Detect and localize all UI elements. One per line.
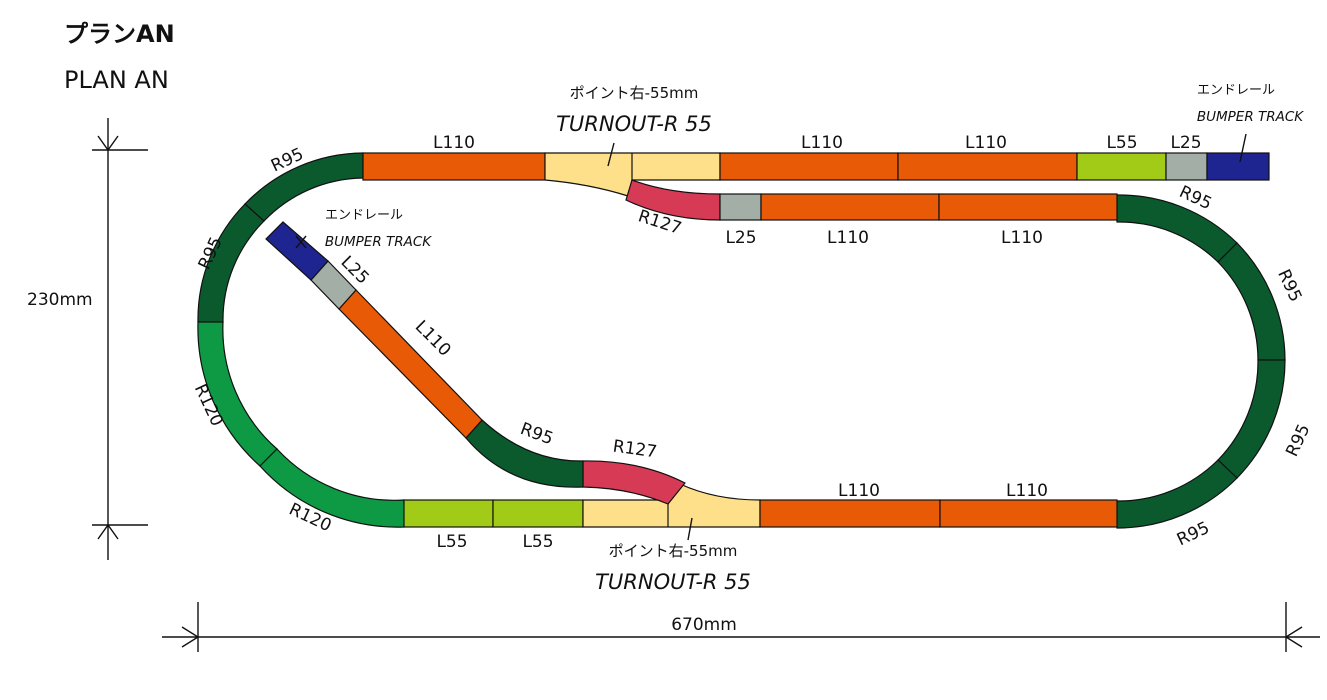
title-jp: プランAN <box>64 20 175 48</box>
track-bottom-l110-2 <box>939 499 1118 528</box>
label-r95-right-3: R95 <box>1282 421 1314 460</box>
label-bottom-l110-2: L110 <box>1006 481 1048 501</box>
track-r95-diagonal <box>465 419 584 488</box>
dimension-width: 670mm <box>671 615 737 635</box>
label-second-l110-2: L110 <box>1001 228 1043 248</box>
label-r95-diagonal: R95 <box>517 419 555 449</box>
track-top-l55 <box>1076 152 1167 181</box>
label-turnout-top-en: TURNOUT-R 55 <box>556 112 712 136</box>
label-r95-right-4: R95 <box>1174 518 1213 550</box>
track-top-bumper <box>1206 152 1270 181</box>
label-top-l110-3: L110 <box>965 133 1007 153</box>
label-top-l110-1: L110 <box>433 133 475 153</box>
label-turnout-bottom-jp: ポイント右-55mm <box>609 542 738 560</box>
label-bumper-diagonal-en: BUMPER TRACK <box>325 234 432 250</box>
label-bumper-diagonal-jp: エンドレール <box>325 208 403 223</box>
track-second-l110-1 <box>760 193 940 221</box>
track-r95-right-2 <box>1217 242 1286 361</box>
track-r127-bottom <box>582 460 686 505</box>
label-turnout-bottom-en: TURNOUT-R 55 <box>595 570 751 594</box>
label-r127-bottom: R127 <box>612 437 659 463</box>
track-r120-left-lower <box>259 448 405 528</box>
label-top-l55: L55 <box>1106 133 1137 153</box>
track-top-l110-2 <box>719 152 899 181</box>
track-bottom-l55-2 <box>492 499 584 528</box>
track-diagonal-bumper <box>265 221 329 281</box>
label-top-l110-2: L110 <box>801 133 843 153</box>
track-bottom-l110-1 <box>759 499 941 528</box>
label-r95-right-2: R95 <box>1273 266 1305 305</box>
track-top-l110-1 <box>362 152 546 181</box>
label-bottom-l110-1: L110 <box>838 481 880 501</box>
dimension-height: 230mm <box>27 290 93 310</box>
track-second-l25 <box>719 193 762 221</box>
label-turnout-top-jp: ポイント右-55mm <box>570 84 699 102</box>
title-en: PLAN AN <box>64 66 169 94</box>
track-r95-right-4 <box>1116 459 1238 529</box>
track-r95-right-3 <box>1217 359 1286 479</box>
track-bottom-l55-1 <box>403 499 494 528</box>
track-r95-right-1 <box>1116 194 1238 263</box>
label-bumper-top-jp: エンドレール <box>1197 83 1275 98</box>
track-diagonal-l110 <box>338 289 483 439</box>
label-bumper-top-en: BUMPER TRACK <box>1197 109 1304 125</box>
label-second-l25: L25 <box>725 228 756 248</box>
track-top-l110-3 <box>897 152 1078 181</box>
label-bottom-l55-2: L55 <box>522 532 553 552</box>
label-second-l110-1: L110 <box>827 228 869 248</box>
label-bottom-l55-1: L55 <box>436 532 467 552</box>
track-top-l25 <box>1165 152 1208 181</box>
label-top-l25: L25 <box>1170 133 1201 153</box>
track-second-l110-2 <box>938 193 1118 221</box>
